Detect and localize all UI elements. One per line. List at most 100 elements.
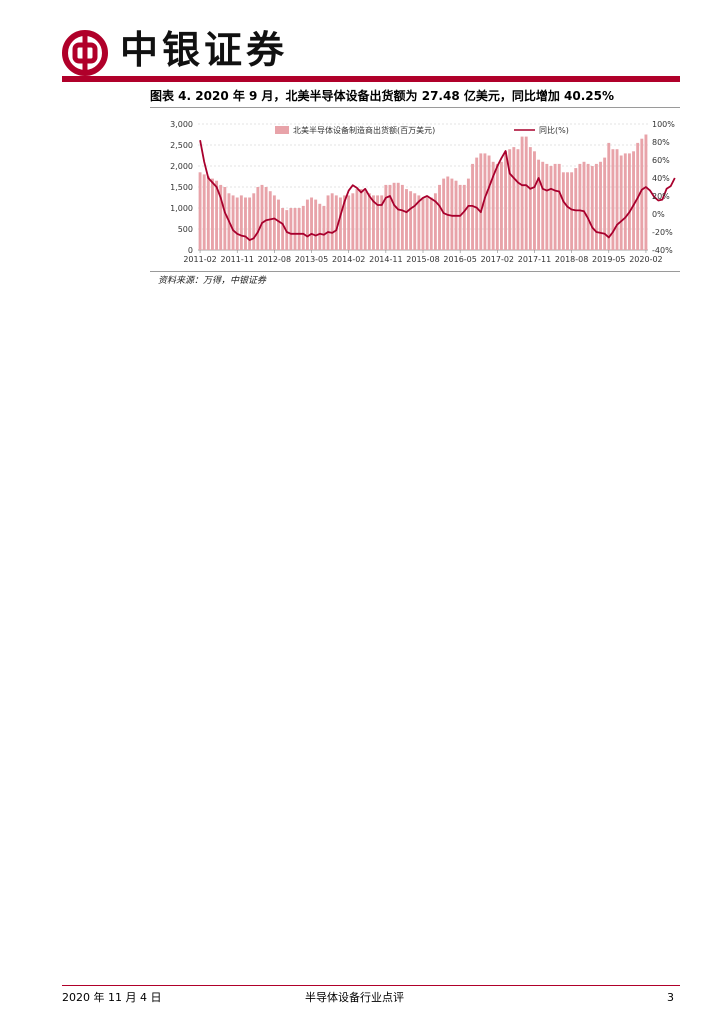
bar — [475, 157, 479, 250]
bar — [533, 151, 536, 250]
bar — [524, 136, 528, 250]
report-header: 中银证券 — [0, 0, 724, 90]
y-left-tick-label: 1,500 — [170, 183, 193, 192]
y-right-tick-label: -20% — [652, 228, 673, 237]
bar — [599, 161, 602, 250]
y-left-tick-label: 0 — [188, 246, 193, 255]
bar — [347, 195, 351, 250]
bar — [438, 184, 441, 250]
x-axis-ticks: 2011-02 2011-11 2012-08 2013-05 2014-02 2014-… — [183, 250, 663, 264]
caption-divider — [150, 107, 680, 108]
bar — [615, 149, 619, 250]
bar — [310, 197, 313, 250]
bar — [388, 184, 392, 250]
bar — [446, 176, 450, 250]
y-left-tick-label: 2,500 — [170, 141, 193, 150]
bar — [487, 155, 491, 250]
bar — [260, 184, 264, 250]
line-series — [199, 140, 676, 241]
y-right-tick-label: -40% — [652, 246, 673, 255]
bar — [508, 149, 512, 250]
bar — [619, 155, 623, 250]
bar — [367, 193, 371, 250]
bar — [561, 172, 565, 250]
x-tick-label: 2017-11 — [518, 255, 551, 264]
bar — [372, 195, 375, 250]
bar — [537, 159, 541, 250]
x-tick-label: 2011-02 — [183, 255, 216, 264]
bar — [541, 161, 545, 250]
header-rule — [62, 76, 680, 82]
bar — [305, 199, 309, 250]
x-tick-label: 2011-11 — [221, 255, 254, 264]
bar — [611, 149, 615, 250]
bar — [433, 193, 437, 250]
bar — [479, 153, 483, 250]
legend-bar-label: 北美半导体设备制造商出货额(百万美元) — [293, 125, 435, 135]
bar — [264, 187, 268, 250]
bar — [462, 184, 466, 250]
bar — [359, 189, 363, 250]
bar — [574, 168, 578, 250]
bar — [239, 195, 243, 250]
bar — [363, 191, 367, 250]
bar — [405, 189, 408, 250]
footer-title: 半导体设备行业点评 — [305, 991, 404, 1004]
bar — [504, 151, 508, 250]
bar — [499, 161, 503, 250]
shipment-chart: 3,000 2,500 2,000 1,500 1,000 500 0 100% 80% 60%… — [170, 120, 676, 264]
bar — [343, 195, 347, 250]
source-note: 资料来源：万得，中银证券 — [158, 276, 267, 286]
bar — [400, 184, 404, 250]
bar — [429, 197, 433, 250]
bar — [442, 178, 446, 250]
y-right-tick-label: 40% — [652, 174, 670, 183]
source-divider — [150, 271, 680, 272]
bar — [380, 195, 384, 250]
bar — [248, 197, 252, 250]
bar — [355, 189, 359, 250]
figure-caption: 图表 4. 2020 年 9 月，北美半导体设备出货额为 27.48 亿美元，同… — [150, 89, 615, 103]
bar — [384, 184, 388, 250]
bar — [330, 193, 334, 250]
bar — [392, 182, 396, 250]
bar — [338, 197, 342, 250]
y-left-tick-label: 500 — [178, 225, 193, 234]
bar — [281, 208, 285, 250]
bank-of-china-logo-icon — [62, 30, 108, 76]
y-right-tick-label: 20% — [652, 192, 670, 201]
y-right-tick-label: 60% — [652, 156, 670, 165]
bar — [603, 157, 607, 250]
bar — [231, 195, 235, 250]
y-left-tick-label: 1,000 — [170, 204, 193, 213]
bar — [289, 208, 293, 250]
bar — [516, 149, 520, 250]
bar — [495, 163, 499, 250]
bar — [272, 195, 276, 250]
bar — [413, 193, 417, 250]
bar — [268, 191, 272, 250]
legend-line-label: 同比(%) — [539, 125, 569, 135]
bar — [421, 197, 425, 250]
footer-rule — [62, 985, 680, 986]
bar — [277, 199, 280, 250]
bar — [425, 197, 429, 250]
y-right-tick-label: 100% — [652, 120, 675, 129]
bar — [528, 147, 532, 250]
footer-date: 2020 年 11 月 4 日 — [62, 991, 162, 1004]
bar — [322, 205, 326, 250]
bar — [627, 153, 631, 250]
bar — [520, 136, 524, 250]
bar — [235, 197, 239, 250]
right-axis-ticks: 100% 80% 60% 40% 20% 0% -20% -40% — [652, 120, 675, 255]
bar — [219, 184, 223, 250]
bar — [301, 205, 305, 250]
bar — [326, 195, 330, 250]
x-tick-label: 2016-05 — [443, 255, 476, 264]
x-tick-label: 2014-02 — [332, 255, 365, 264]
bar — [640, 138, 644, 250]
bar — [483, 153, 487, 250]
x-tick-label: 2017-02 — [481, 255, 514, 264]
x-tick-label: 2018-08 — [555, 255, 588, 264]
y-left-tick-label: 3,000 — [170, 120, 193, 129]
